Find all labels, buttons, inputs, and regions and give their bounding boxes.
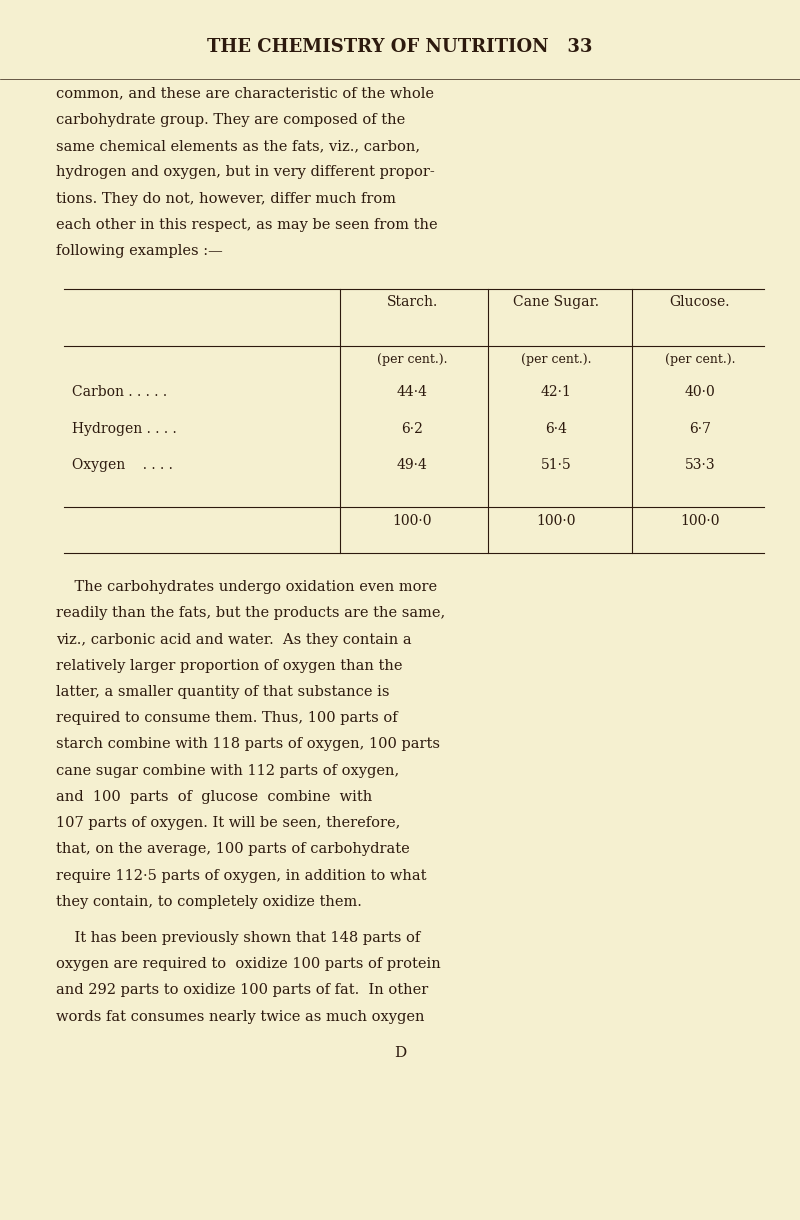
Text: starch combine with 118 parts of oxygen, 100 parts: starch combine with 118 parts of oxygen,… <box>56 737 440 752</box>
Text: 53·3: 53·3 <box>685 458 715 472</box>
Text: carbohydrate group. They are composed of the: carbohydrate group. They are composed of… <box>56 113 406 127</box>
Text: required to consume them. Thus, 100 parts of: required to consume them. Thus, 100 part… <box>56 711 398 725</box>
Text: 42·1: 42·1 <box>541 384 571 399</box>
Text: (per cent.).: (per cent.). <box>521 353 591 366</box>
Text: common, and these are characteristic of the whole: common, and these are characteristic of … <box>56 87 434 100</box>
Text: oxygen are required to  oxidize 100 parts of protein: oxygen are required to oxidize 100 parts… <box>56 958 441 971</box>
Text: The carbohydrates undergo oxidation even more: The carbohydrates undergo oxidation even… <box>56 581 437 594</box>
Text: and 292 parts to oxidize 100 parts of fat.  In other: and 292 parts to oxidize 100 parts of fa… <box>56 983 428 997</box>
Text: require 112·5 parts of oxygen, in addition to what: require 112·5 parts of oxygen, in additi… <box>56 869 426 882</box>
Text: (per cent.).: (per cent.). <box>665 353 735 366</box>
Text: 6·4: 6·4 <box>545 421 567 436</box>
Text: Glucose.: Glucose. <box>670 294 730 309</box>
Text: (per cent.).: (per cent.). <box>377 353 447 366</box>
Text: THE CHEMISTRY OF NUTRITION   33: THE CHEMISTRY OF NUTRITION 33 <box>207 38 593 56</box>
Text: 100·0: 100·0 <box>680 515 720 528</box>
Text: 100·0: 100·0 <box>536 515 576 528</box>
Text: cane sugar combine with 112 parts of oxygen,: cane sugar combine with 112 parts of oxy… <box>56 764 399 777</box>
Text: 6·2: 6·2 <box>401 421 423 436</box>
Text: 107 parts of oxygen. It will be seen, therefore,: 107 parts of oxygen. It will be seen, th… <box>56 816 400 830</box>
Text: 6·7: 6·7 <box>689 421 711 436</box>
Text: same chemical elements as the fats, viz., carbon,: same chemical elements as the fats, viz.… <box>56 139 420 152</box>
Text: readily than the fats, but the products are the same,: readily than the fats, but the products … <box>56 606 446 620</box>
Text: 40·0: 40·0 <box>685 384 715 399</box>
Text: 49·4: 49·4 <box>397 458 427 472</box>
Text: tions. They do not, however, differ much from: tions. They do not, however, differ much… <box>56 192 396 205</box>
Text: Oxygen    . . . .: Oxygen . . . . <box>72 458 173 472</box>
Text: It has been previously shown that 148 parts of: It has been previously shown that 148 pa… <box>56 931 420 944</box>
Text: Starch.: Starch. <box>386 294 438 309</box>
Text: Carbon . . . . .: Carbon . . . . . <box>72 384 167 399</box>
Text: 44·4: 44·4 <box>397 384 427 399</box>
Text: they contain, to completely oxidize them.: they contain, to completely oxidize them… <box>56 895 362 909</box>
Text: hydrogen and oxygen, but in very different propor-: hydrogen and oxygen, but in very differe… <box>56 165 434 179</box>
Text: D: D <box>394 1046 406 1059</box>
Text: latter, a smaller quantity of that substance is: latter, a smaller quantity of that subst… <box>56 686 390 699</box>
Text: words fat consumes nearly twice as much oxygen: words fat consumes nearly twice as much … <box>56 1010 425 1024</box>
Text: and  100  parts  of  glucose  combine  with: and 100 parts of glucose combine with <box>56 791 372 804</box>
Text: Hydrogen . . . .: Hydrogen . . . . <box>72 421 177 436</box>
Text: viz., carbonic acid and water.  As they contain a: viz., carbonic acid and water. As they c… <box>56 632 412 647</box>
Text: following examples :—: following examples :— <box>56 244 222 257</box>
Text: 100·0: 100·0 <box>392 515 432 528</box>
Text: that, on the average, 100 parts of carbohydrate: that, on the average, 100 parts of carbo… <box>56 843 410 856</box>
Text: relatively larger proportion of oxygen than the: relatively larger proportion of oxygen t… <box>56 659 402 672</box>
Text: Cane Sugar.: Cane Sugar. <box>513 294 599 309</box>
Text: each other in this respect, as may be seen from the: each other in this respect, as may be se… <box>56 217 438 232</box>
Text: 51·5: 51·5 <box>541 458 571 472</box>
